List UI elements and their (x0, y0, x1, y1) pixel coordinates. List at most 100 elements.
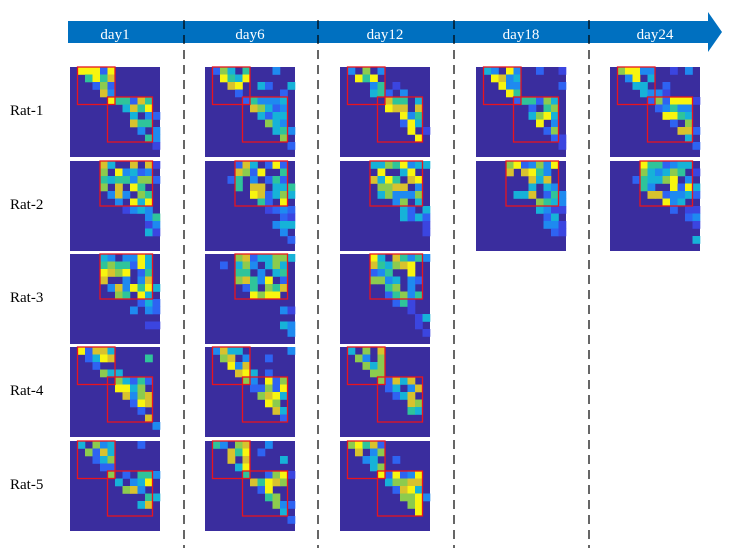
matrix-cell (377, 377, 386, 385)
matrix-cell (107, 448, 116, 457)
matrix-cell (280, 501, 288, 509)
matrix-cell (107, 463, 116, 472)
matrix-cell (491, 74, 499, 83)
matrix-cell (685, 206, 693, 214)
matrix-cell (692, 142, 701, 150)
matrix-cell (145, 213, 153, 222)
matrix-cell (377, 261, 386, 270)
matrix-cell (632, 82, 641, 90)
matrix-cell (265, 399, 273, 408)
matrix-cell (280, 284, 288, 292)
matrix-cell (235, 362, 243, 370)
matrix-cell (280, 508, 288, 517)
matrix-cell (287, 329, 296, 337)
matrix-cell (280, 89, 288, 98)
matrix-cell (422, 228, 431, 237)
matrix-cell (670, 67, 678, 75)
matrix-cell (536, 67, 544, 75)
matrix-cell (280, 213, 288, 222)
matrix-cell (670, 191, 678, 199)
matrix-cell (551, 206, 559, 214)
matrix-cell (385, 161, 393, 169)
matrix-cell (152, 321, 161, 330)
matrix-cell (392, 291, 401, 300)
matrix-cell (220, 261, 228, 270)
matrix-cell (370, 441, 378, 449)
matrix-cell (513, 74, 522, 83)
matrix-cell (662, 168, 671, 177)
matrix-rat-3-day1 (70, 253, 161, 344)
row-label-rat-1: Rat-1 (10, 103, 44, 119)
matrix-cell (280, 168, 288, 177)
matrix-cell (227, 176, 236, 184)
matrix-cell (227, 362, 236, 370)
matrix-cell (558, 134, 567, 143)
matrix-cell (137, 471, 146, 479)
matrix-cell (415, 478, 423, 487)
matrix-cell (152, 176, 161, 184)
matrix-cell (115, 369, 123, 378)
matrix-cell (122, 261, 131, 270)
matrix-cell (280, 414, 288, 423)
matrix-cell (130, 306, 138, 315)
matrix-cell (422, 127, 431, 135)
matrix-cell (122, 168, 131, 177)
matrix-cell (407, 306, 416, 315)
matrix-cell (392, 198, 401, 207)
matrix-cell (543, 213, 552, 222)
matrix-cell (137, 291, 146, 300)
matrix-cell (265, 261, 273, 270)
matrix-cell (377, 441, 386, 449)
matrix-cell (287, 183, 296, 192)
matrix-cell (377, 347, 386, 355)
matrix-cell (242, 284, 251, 292)
matrix-cell (370, 369, 378, 378)
matrix-cell (655, 104, 663, 113)
matrix-cell (272, 254, 281, 262)
matrix-cell (415, 407, 423, 415)
matrix-cell (92, 74, 101, 83)
matrix-cell (137, 441, 146, 449)
matrix-cell (407, 384, 416, 393)
matrix-cell (250, 291, 258, 300)
matrix-cell (362, 362, 371, 370)
module-highlight-box (76, 66, 116, 106)
matrix-cell (220, 74, 228, 83)
matrix-cell (242, 67, 251, 75)
matrix-cell (385, 284, 393, 292)
matrix-cell (558, 191, 567, 199)
matrix-cell (122, 276, 131, 285)
matrix-cell (265, 291, 273, 300)
matrix-cell (287, 516, 296, 524)
matrix-cell (543, 104, 552, 113)
matrix-cell (137, 104, 146, 113)
matrix-cell (122, 486, 131, 494)
matrix-cell (242, 97, 251, 105)
matrix-cell (100, 161, 108, 169)
matrix-cell (137, 127, 146, 135)
matrix-cell (692, 221, 701, 229)
row-label-rat-4: Rat-4 (10, 383, 44, 399)
matrix-cell (483, 67, 492, 75)
matrix-cell (536, 168, 544, 177)
matrix-cell (100, 347, 108, 355)
matrix-cell (242, 168, 251, 177)
matrix-cell (536, 112, 544, 120)
matrix-cell (287, 127, 296, 135)
matrix-cell (385, 191, 393, 199)
matrix-cell (377, 183, 386, 192)
matrix-cell (265, 104, 273, 113)
module-highlight-box (482, 66, 522, 106)
matrix-cell (145, 291, 153, 300)
matrix-cell (400, 471, 408, 479)
matrix-cell (272, 392, 281, 400)
module-highlight-box (211, 66, 251, 106)
matrix-cell (145, 354, 153, 363)
matrix-cell (137, 206, 146, 214)
matrix-cell (685, 119, 693, 128)
matrix-cell (227, 347, 236, 355)
matrix-cell (257, 269, 266, 277)
matrix-cell (130, 183, 138, 192)
matrix-cell (377, 168, 386, 177)
